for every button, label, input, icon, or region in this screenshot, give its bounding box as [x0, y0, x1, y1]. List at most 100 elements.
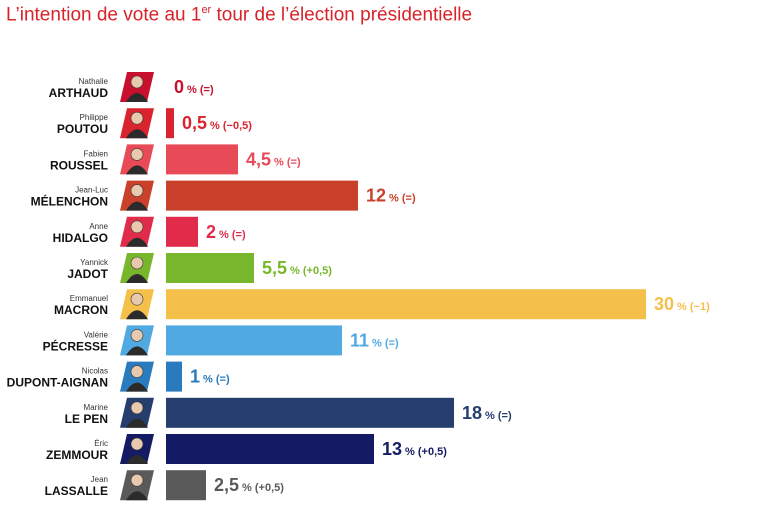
data-label-change: (=)	[200, 84, 214, 96]
candidate-last-name: MACRON	[54, 303, 108, 317]
data-label-unit: %	[485, 410, 498, 422]
portrait-head-icon	[130, 329, 144, 342]
portrait-body-icon	[126, 93, 148, 102]
data-label-unit: %	[187, 84, 200, 96]
data-label: 0% (=)	[174, 77, 214, 97]
candidate-first-name: Nathalie	[79, 77, 109, 86]
candidate-first-name: Nicolas	[82, 367, 108, 376]
data-label-unit: %	[242, 482, 255, 494]
candidate-last-name: DUPONT-AIGNAN	[7, 376, 108, 390]
data-label-unit: %	[372, 337, 385, 349]
data-label: 5,5% (+0,5)	[262, 258, 332, 278]
portrait-head-icon	[130, 365, 144, 378]
candidate-last-name: HIDALGO	[53, 231, 108, 245]
candidate-last-name: LASSALLE	[45, 484, 108, 498]
data-label-change: (=)	[287, 156, 301, 168]
data-label-unit: %	[677, 301, 690, 313]
data-label-change: (=)	[402, 193, 416, 205]
data-label: 13% (+0,5)	[382, 439, 447, 459]
candidate-first-name: Emmanuel	[70, 294, 108, 303]
candidate-last-name: ROUSSEL	[50, 158, 108, 172]
portrait-body-icon	[126, 165, 148, 175]
bar	[166, 216, 198, 247]
data-label-change: (=)	[216, 374, 230, 386]
candidate-last-name: ARTHAUD	[49, 86, 109, 100]
bar	[166, 397, 454, 428]
bar	[166, 108, 174, 139]
data-label: 2% (=)	[206, 222, 246, 242]
portrait-head-icon	[130, 148, 144, 161]
candidate-last-name: JADOT	[67, 267, 108, 281]
portrait-body-icon	[126, 201, 148, 211]
portrait-head-icon	[130, 184, 144, 197]
portrait-body-icon	[126, 382, 148, 392]
portrait-head-icon	[130, 256, 144, 270]
bar	[166, 325, 342, 356]
candidate-first-name: Marine	[84, 403, 109, 412]
data-label-unit: %	[405, 446, 418, 458]
portrait-head-icon	[130, 111, 144, 125]
data-label: 4,5% (=)	[246, 149, 301, 169]
bar	[166, 144, 238, 175]
candidate-last-name: LE PEN	[65, 412, 108, 426]
bar	[166, 361, 182, 392]
portrait-body-icon	[126, 129, 148, 139]
data-label-unit: %	[210, 120, 223, 132]
data-label: 2,5% (+0,5)	[214, 475, 284, 495]
bar	[166, 470, 206, 501]
portrait-body-icon	[126, 418, 148, 428]
portrait-body-icon	[126, 491, 148, 501]
data-label-change: (−1)	[690, 301, 710, 313]
data-label-unit: %	[389, 193, 402, 205]
portrait-head-icon	[130, 292, 144, 306]
data-label-change: (+0,5)	[418, 446, 447, 458]
bar	[166, 180, 358, 211]
portrait-head-icon	[130, 220, 144, 234]
candidate-last-name: ZEMMOUR	[46, 448, 108, 462]
data-label: 18% (=)	[462, 403, 512, 423]
data-label-unit: %	[219, 229, 232, 241]
data-label: 30% (−1)	[654, 294, 710, 314]
chart-title: L’intention de vote au 1er tour de l’éle…	[6, 4, 472, 26]
data-label-change: (=)	[498, 410, 512, 422]
candidate-first-name: Jean	[91, 475, 108, 484]
portrait-body-icon	[126, 346, 148, 356]
portrait-body-icon	[126, 274, 148, 283]
portrait-body-icon	[126, 237, 148, 247]
portrait-head-icon	[130, 473, 144, 487]
data-label-change: (+0,5)	[303, 265, 332, 277]
data-label-change: (=)	[385, 337, 399, 349]
data-label-change: (=)	[232, 229, 246, 241]
data-label-change: (−0,5)	[223, 120, 252, 132]
data-label: 1% (=)	[190, 367, 230, 387]
portrait-head-icon	[130, 437, 144, 451]
candidate-last-name: POUTOU	[57, 122, 108, 136]
data-label-unit: %	[203, 374, 216, 386]
data-label: 0,5% (−0,5)	[182, 113, 252, 133]
data-label: 11% (=)	[350, 330, 399, 350]
portrait-body-icon	[126, 310, 148, 320]
chart-title-sup: er	[201, 4, 212, 16]
data-label-unit: %	[290, 265, 303, 277]
candidate-first-name: Fabien	[84, 149, 108, 158]
candidate-first-name: Yannick	[80, 258, 109, 267]
data-label: 12% (=)	[366, 186, 416, 206]
bar	[166, 289, 646, 320]
chart-title-rest: tour de l’élection présidentielle	[211, 4, 473, 26]
candidate-first-name: Anne	[89, 222, 108, 231]
portrait-head-icon	[130, 75, 144, 89]
candidate-first-name: Valérie	[84, 330, 109, 339]
bar	[166, 253, 254, 283]
